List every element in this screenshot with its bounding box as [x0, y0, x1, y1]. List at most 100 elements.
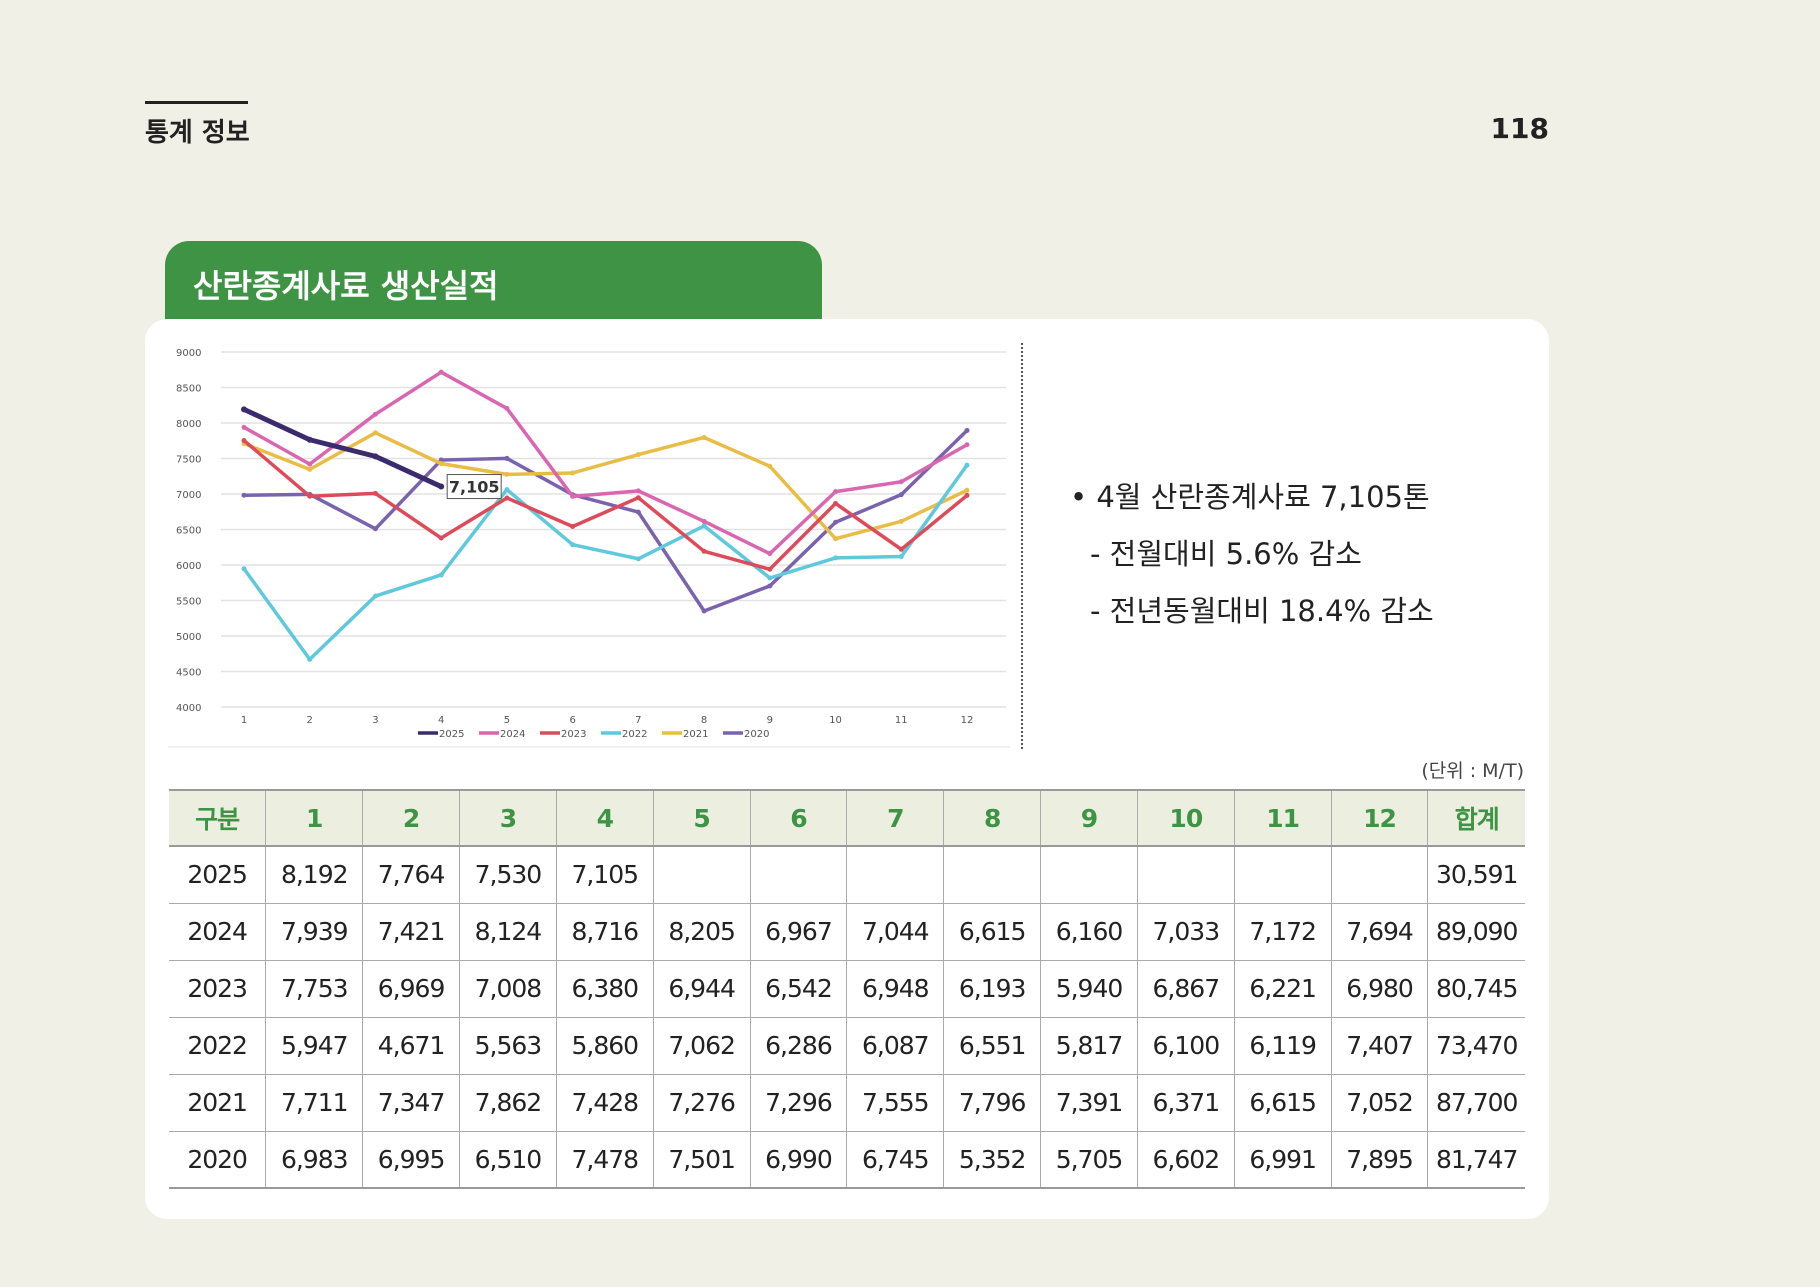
table-cell: 6,087	[846, 1017, 944, 1075]
line-chart: 4000 4500 5000 5500 6000 6500 7000 7500 8000 8500…	[168, 348, 1010, 748]
data-point-2023	[767, 566, 773, 572]
table-cell: 6,615	[1233, 1074, 1332, 1132]
table-cell: 5,705	[1040, 1131, 1138, 1189]
summary-line2: - 전년동월대비 18.4% 감소	[1090, 594, 1434, 628]
table-row: 2021 7,711 7,347 7,862 7,428 7,276 7,296 7,555 7…	[169, 1074, 1525, 1132]
x-tick-label: 2	[307, 715, 313, 726]
annotation-box	[446, 474, 502, 500]
table-cell: 7,008	[459, 960, 557, 1018]
data-point-2022	[964, 462, 970, 468]
x-tick-label: 1	[241, 715, 247, 726]
table-cell: 6,551	[943, 1017, 1041, 1075]
data-point-2022	[307, 656, 313, 662]
table-cell: 5,817	[1040, 1017, 1138, 1075]
summary-main-text: 4월 산란종계사료 7,105톤	[1096, 480, 1430, 514]
series-line-2023	[242, 439, 969, 572]
header-rule	[145, 101, 248, 104]
table-cell: 7,391	[1040, 1074, 1138, 1132]
data-point-2020	[635, 509, 641, 515]
y-tick-label: 4500	[176, 668, 201, 679]
y-tick-label: 6500	[176, 526, 201, 537]
table-cell: 6,160	[1040, 903, 1138, 961]
table-cell: 7,862	[459, 1074, 557, 1132]
data-point-2024	[767, 551, 773, 557]
table-cell: 7,753	[265, 960, 363, 1018]
data-point-2025	[241, 406, 247, 413]
table-cell: 6,944	[652, 960, 751, 1018]
table-cell: 7,347	[362, 1074, 460, 1132]
summary: • 4월 산란종계사료 7,105톤 - 전월대비 5.6% 감소 - 전년동월…	[1070, 469, 1434, 640]
x-tick-label: 10	[829, 715, 842, 726]
data-point-2024	[372, 411, 378, 417]
table-cell: 6,193	[943, 960, 1041, 1018]
table-cell	[1040, 846, 1138, 904]
table-cell: 7,052	[1330, 1074, 1428, 1132]
table-cell	[652, 846, 751, 904]
data-point-2022	[570, 542, 576, 548]
x-tick-label: 3	[372, 715, 378, 726]
data-point-2023	[570, 524, 576, 530]
data-point-2023	[833, 500, 839, 506]
x-tick-label: 7	[635, 715, 641, 726]
table-cell: 7,421	[362, 903, 460, 961]
data-point-2022	[898, 554, 904, 560]
table-row: 2020 6,983 6,995 6,510 7,478 7,501 6,990 6,745 5…	[169, 1131, 1525, 1189]
table-cell	[846, 846, 944, 904]
column-header: 4	[555, 789, 654, 847]
data-point-2024	[898, 479, 904, 485]
table-cell: 6,100	[1136, 1017, 1235, 1075]
table-cell: 6,991	[1233, 1131, 1332, 1189]
page-title: 산란종계사료 생산실적	[165, 241, 822, 331]
table-cell: 89,090	[1427, 903, 1525, 961]
data-point-2024	[635, 488, 641, 494]
series-line-2022	[242, 464, 969, 662]
table-cell: 6,980	[1330, 960, 1428, 1018]
table-cell	[1136, 846, 1235, 904]
data-point-2021	[307, 466, 313, 472]
table-cell: 5,947	[265, 1017, 363, 1075]
annotation-label: 7,105	[449, 478, 500, 497]
table-cell: 6,119	[1233, 1017, 1332, 1075]
data-point-2021	[635, 452, 641, 458]
table-cell: 7,044	[846, 903, 944, 961]
data-point-2021	[372, 430, 378, 436]
content-card: 4000 4500 5000 5500 6000 6500 7000 7500 8000 8500…	[145, 319, 1549, 1219]
table-cell: 8,716	[555, 903, 654, 961]
table-cell: 7,764	[362, 846, 460, 904]
data-point-2020	[964, 427, 970, 433]
table-row: 2023 7,753 6,969 7,008 6,380 6,944 6,542 6,948 6…	[169, 960, 1525, 1018]
data-point-2020	[372, 526, 378, 532]
x-tick-label: 4	[438, 715, 444, 726]
legend-label: 2025	[439, 729, 464, 740]
data-point-2023	[504, 495, 510, 501]
data-point-2020	[504, 455, 510, 461]
table-row: 2024 7,939 7,421 8,124 8,716 8,205 6,967 7,044 6…	[169, 903, 1525, 961]
y-tick-label: 4000	[176, 703, 201, 714]
table-cell: 5,563	[459, 1017, 557, 1075]
x-tick-label: 9	[767, 715, 773, 726]
data-point-2021	[701, 434, 707, 440]
data-point-2022	[635, 556, 641, 562]
data-point-2023	[635, 495, 641, 501]
legend-label: 2021	[683, 729, 708, 740]
summary-main: • 4월 산란종계사료 7,105톤	[1070, 480, 1430, 514]
series-line-2021	[243, 431, 968, 541]
legend-label: 2023	[561, 729, 586, 740]
table-cell: 6,867	[1136, 960, 1235, 1018]
table-cell	[1330, 846, 1428, 904]
data-point-2021	[964, 487, 970, 493]
table-cell: 2023	[169, 960, 266, 1018]
table-header-row: 구분 1 2 3 4 5 6 7 8 9 10 11 12 합계	[169, 789, 1525, 847]
table-cell: 6,967	[749, 903, 847, 961]
table-cell: 4,671	[362, 1017, 460, 1075]
table-cell: 7,555	[846, 1074, 944, 1132]
table-cell: 8,205	[652, 903, 751, 961]
y-tick-label: 9000	[176, 348, 201, 359]
table-cell: 7,172	[1233, 903, 1332, 961]
table-cell: 6,542	[749, 960, 847, 1018]
column-header: 12	[1330, 789, 1428, 847]
table-cell: 2022	[169, 1017, 266, 1075]
data-point-2020	[898, 492, 904, 498]
data-point-2020	[833, 519, 839, 525]
x-tick-label: 5	[504, 715, 510, 726]
